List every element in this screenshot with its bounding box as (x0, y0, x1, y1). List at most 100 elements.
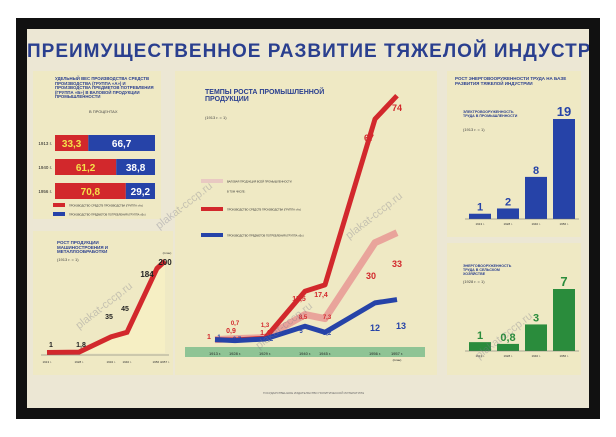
data-label: 15,5 (292, 296, 306, 303)
legend-swatch (53, 212, 65, 216)
x-tick-label: 1957 г. (160, 360, 169, 364)
legend-label: ПРОИЗВОДСТВО СРЕДСТВ ПРОИЗВОДСТВА (ГРУПП… (69, 204, 143, 208)
data-label: 19 (557, 104, 571, 119)
x-tick-label: 1928 г. (503, 222, 512, 226)
x-tick-label: 1929 г. (259, 351, 271, 356)
data-label: 7 (560, 274, 567, 289)
data-label: 1 (207, 334, 211, 341)
x-tick-label: 1957 г. (391, 351, 403, 356)
data-label: 1 (217, 335, 221, 341)
data-label: 74 (392, 103, 402, 113)
x-tick-label: 1928 г. (503, 354, 512, 358)
bar (553, 119, 575, 219)
x-tick-label: 1932 г. (106, 360, 115, 364)
data-label: 12 (370, 323, 380, 333)
bar-segment (55, 183, 126, 199)
data-label: 0,9 (226, 328, 236, 335)
x-tick-label: 1956 г. (152, 360, 161, 364)
data-label: 8,5 (299, 315, 308, 321)
bar (497, 343, 519, 351)
x-tick-label: 1940 г. (531, 354, 540, 358)
electro-unit: (1913 г. = 1) (463, 127, 485, 132)
data-label: 1 (477, 202, 483, 214)
bar-segment (55, 135, 89, 151)
data-label: 13 (396, 321, 406, 331)
structure-title: УДЕЛЬНЫЙ ВЕС ПРОИЗВОДСТВА СРЕДСТВ ПРОИЗВ… (55, 76, 154, 99)
data-label: 184 (140, 270, 154, 279)
legend-swatch (201, 179, 223, 183)
series-line (46, 259, 167, 356)
data-label: 1,8 (76, 342, 86, 349)
structure-unit: В ПРОЦЕНТАХ (89, 109, 118, 114)
data-label: 17,4 (314, 292, 328, 299)
panel-electro: РОСТ ЭНЕРГОВООРУЖЕННОСТИ ТРУДА НА БАЗЕ Р… (447, 71, 581, 237)
data-label: 33,3 (62, 139, 82, 150)
data-label: 35 (105, 314, 113, 321)
data-label: 0,7 (231, 321, 240, 327)
x-tick-label: 1940 г. (122, 360, 131, 364)
data-label: 200 (158, 258, 172, 267)
data-label: 7,3 (323, 315, 332, 321)
machine-unit: (1913 г. = 1) (57, 257, 79, 262)
data-label: 30 (366, 271, 376, 281)
bar (469, 213, 491, 219)
legend-label: ПРОИЗВОДСТВО СРЕДСТВ ПРОИЗВОДСТВА (ГРУПП… (227, 208, 301, 212)
category-label: 1956 г. (38, 189, 52, 194)
electro-chart: 1 1913 г. 2 1928 г. 8 1940 г. 19 1956 г. (465, 104, 579, 226)
x-tick-label: (план) (393, 358, 402, 362)
series-line (214, 297, 398, 344)
annotation-label: (план) (163, 251, 172, 255)
x-tick-label: 1956 г. (559, 222, 568, 226)
x-tick-label: 1913 г. (42, 360, 51, 364)
data-label: 8 (533, 165, 539, 177)
growth-chart: ВАЛОВАЯ ПРОДУКЦИЯ ВСЕЙ ПРОМЫШЛЕННОСТИ В Т… (185, 93, 425, 362)
panel-structure: УДЕЛЬНЫЙ ВЕС ПРОИЗВОДСТВА СРЕДСТВ ПРОИЗВ… (33, 71, 161, 219)
poster-title: ПРЕИМУЩЕСТВЕННОЕ РАЗВИТИЕ ТЯЖЕЛОЙ ИНДУСТ… (27, 41, 589, 62)
x-tick-label: 1945 г. (319, 351, 331, 356)
panel-agri: ЭНЕРГОВООРУЖЕННОСТЬ ТРУДА В СЕЛЬСКОМ ХОЗ… (447, 243, 581, 375)
machine-chart: 1 1,8 35 45 184 200 1913 г. 1928 г. 1932 г. 1940 … (41, 251, 172, 364)
legend-label: ВАЛОВАЯ ПРОДУКЦИЯ ВСЕЙ ПРОМЫШЛЕННОСТИ (227, 180, 292, 184)
data-label: 61,2 (76, 163, 96, 174)
electro-title: РОСТ ЭНЕРГОВООРУЖЕННОСТИ ТРУДА НА БАЗЕ Р… (455, 76, 567, 86)
bar-segment (116, 159, 155, 175)
data-label: 1,2 (265, 337, 274, 343)
data-label: 33 (392, 259, 402, 269)
x-tick-label: 1940 г. (299, 351, 311, 356)
data-label: 1 (477, 330, 483, 342)
machine-title: РОСТ ПРОДУКЦИИ МАШИНОСТРОЕНИЯ И МЕТАЛЛОО… (57, 240, 109, 255)
category-label: 1913 г. (38, 141, 52, 146)
growth-unit: (1913 г. = 1) (205, 115, 227, 120)
data-label: 67 (364, 133, 374, 143)
data-label: 3 (533, 312, 539, 324)
bar-segment (125, 183, 155, 199)
data-label: 1,3 (261, 323, 270, 329)
panel-growth: ТЕМПЫ РОСТА ПРОМЫШЛЕННОЙ ПРОДУКЦИИ (1913… (175, 71, 437, 375)
x-tick-label: 1928 г. (229, 351, 241, 356)
x-tick-label: 1913 г. (475, 354, 484, 358)
data-label: 2 (505, 196, 511, 208)
structure-chart: 1913 г. 33,3 66,7 1940 г. 61,2 38,8 1956 г. 70,… (38, 135, 155, 217)
agri-title: ЭНЕРГОВООРУЖЕННОСТЬ ТРУДА В СЕЛЬСКОМ ХОЗ… (463, 264, 512, 276)
legend-swatch (201, 233, 223, 237)
bar (525, 324, 547, 351)
data-label: 5 (299, 329, 303, 335)
data-label: 29,2 (131, 187, 151, 198)
agri-chart: 1 1913 г. 0,8 1928 г. 3 1940 г. 7 1956 г. (465, 274, 579, 358)
legend-label: ПРОИЗВОДСТВО ПРЕДМЕТОВ ПОТРЕБЛЕНИЯ (ГРУП… (227, 234, 304, 238)
bar (497, 208, 519, 219)
bar-segment (55, 159, 117, 175)
data-label: 70,8 (81, 187, 101, 198)
panel-machine: РОСТ ПРОДУКЦИИ МАШИНОСТРОЕНИЯ И МЕТАЛЛОО… (33, 231, 173, 375)
x-tick-label: 1913 г. (209, 351, 221, 356)
x-tick-label: 1956 г. (369, 351, 381, 356)
x-tick-label: 1956 г. (559, 354, 568, 358)
data-label: 1,4 (260, 330, 270, 337)
data-label: 0,8 (500, 332, 515, 344)
legend-label: В ТОМ ЧИСЛЕ: (227, 190, 246, 194)
electro-subtitle: ЭЛЕКТРОВООРУЖЕННОСТЬ ТРУДА В ПРОМЫШЛЕННО… (463, 110, 518, 118)
data-label: 45 (121, 306, 129, 313)
legend-swatch (201, 207, 223, 211)
legend-swatch (53, 203, 65, 207)
bar (553, 289, 575, 351)
